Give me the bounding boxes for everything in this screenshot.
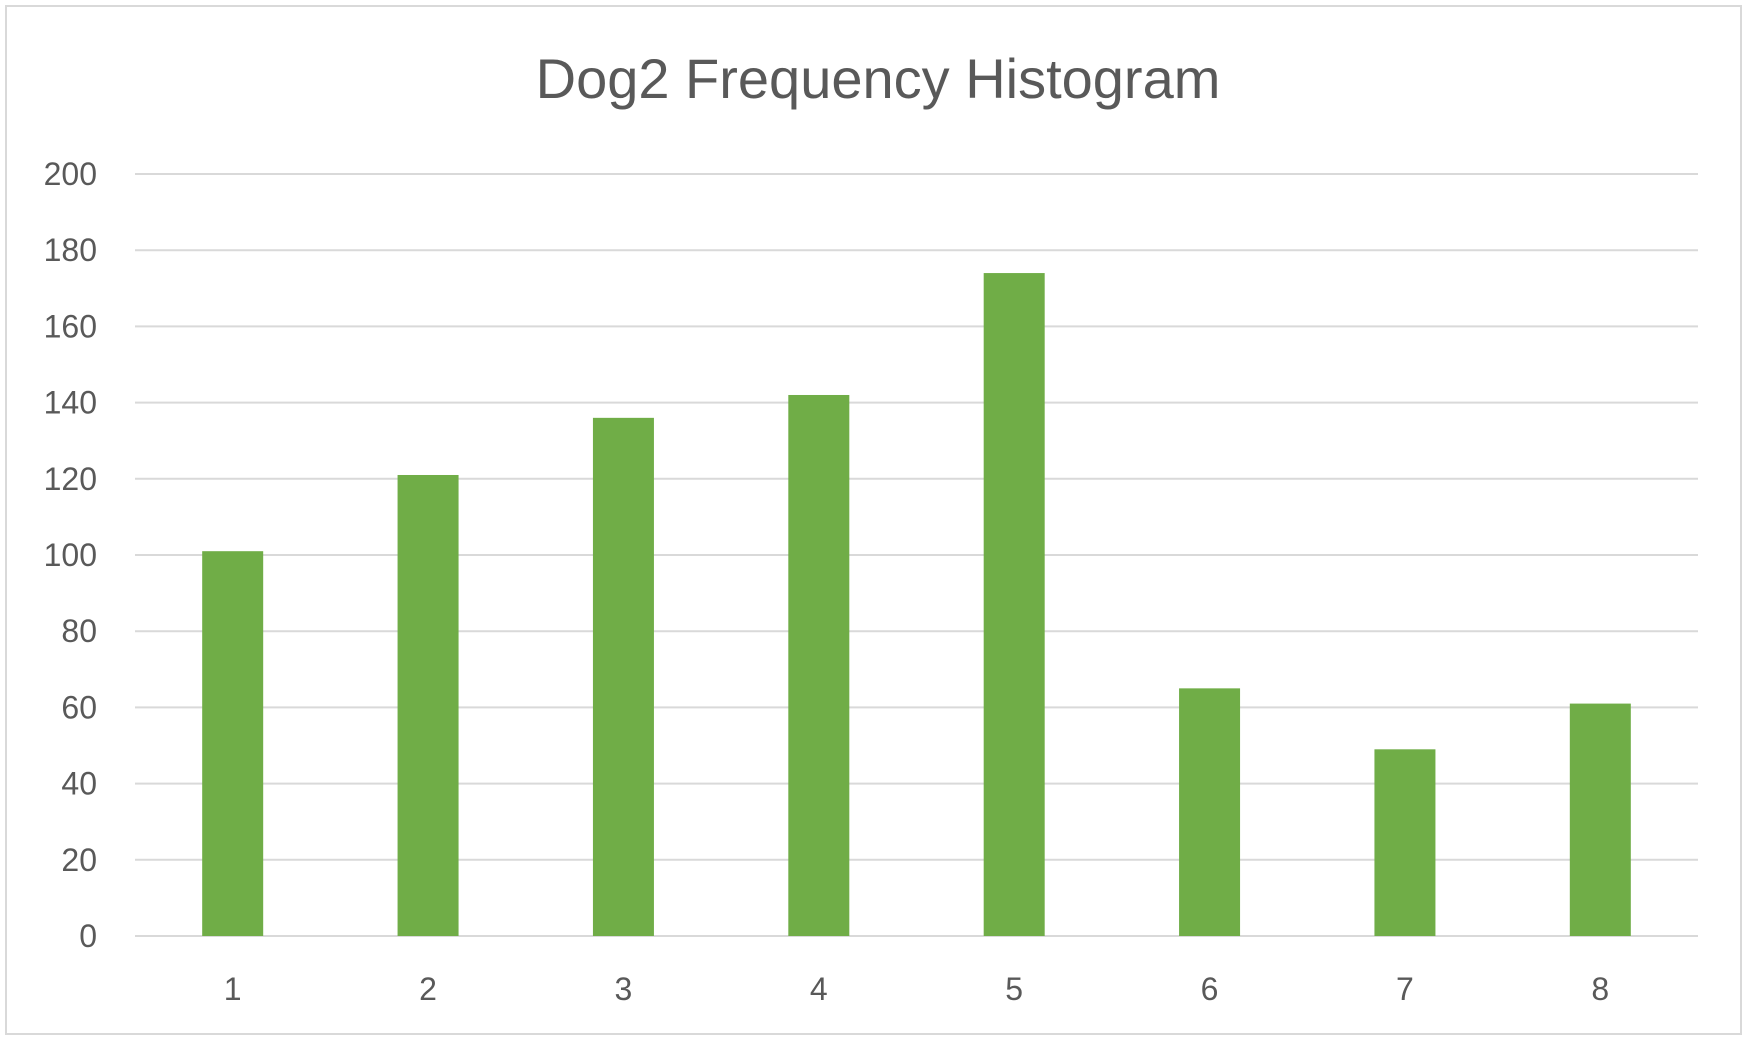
bar-5 (983, 273, 1045, 936)
y-tick-label: 180 (44, 232, 97, 268)
y-tick-label: 20 (61, 842, 97, 878)
y-tick-label: 120 (44, 461, 97, 497)
y-tick-label: 40 (61, 766, 97, 802)
y-tick-label: 60 (61, 689, 97, 725)
x-tick-label: 5 (1005, 971, 1023, 1007)
bars (202, 273, 1631, 937)
x-tick-label: 7 (1396, 971, 1414, 1007)
x-tick-label: 4 (810, 971, 828, 1007)
chart-title: Dog2 Frequency Histogram (536, 47, 1221, 110)
y-tick-label: 200 (44, 156, 97, 192)
bar-4 (788, 394, 850, 937)
x-tick-label: 8 (1591, 971, 1609, 1007)
y-tick-label: 140 (44, 385, 97, 421)
y-tick-label: 100 (44, 537, 97, 573)
gridlines (135, 173, 1698, 937)
y-axis-tick-labels: 0 20 40 60 80 100 120 140 160 180 200 (44, 156, 97, 954)
x-tick-label: 1 (224, 971, 242, 1007)
bar-8 (1569, 703, 1631, 936)
bar-1 (202, 551, 264, 936)
bar-7 (1374, 749, 1436, 936)
y-tick-label: 80 (61, 613, 97, 649)
bar-6 (1179, 688, 1241, 936)
bar-2 (397, 474, 459, 936)
x-tick-label: 3 (615, 971, 633, 1007)
chart-frame (5, 5, 1742, 1035)
x-axis-tick-labels: 1 2 3 4 5 6 7 8 (224, 971, 1609, 1007)
y-tick-label: 0 (79, 918, 97, 954)
x-tick-label: 2 (419, 971, 437, 1007)
y-tick-label: 160 (44, 308, 97, 344)
x-tick-label: 6 (1201, 971, 1219, 1007)
bar-3 (592, 417, 654, 937)
